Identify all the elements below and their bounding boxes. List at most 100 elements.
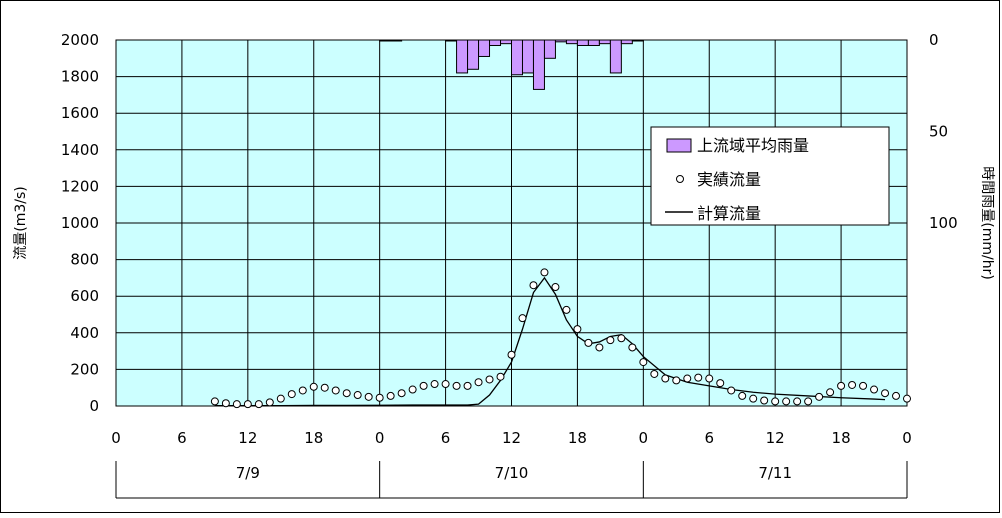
observed-point: [386, 391, 395, 400]
x-tick-label: 6: [441, 429, 451, 447]
observed-point: [364, 392, 373, 401]
observed-point: [342, 389, 351, 398]
left-axis-ticks: 0 200 400 600 800 1000 1200 1400 1600 1800 2000: [61, 31, 99, 415]
observed-point: [573, 325, 582, 334]
observed-point: [584, 338, 593, 347]
rain-bar: [489, 39, 502, 46]
left-tick-label: 600: [70, 287, 99, 305]
left-tick-label: 800: [70, 251, 99, 269]
observed-point: [694, 373, 703, 382]
rain-bar: [532, 39, 545, 90]
observed-point: [738, 391, 747, 400]
observed-point: [782, 397, 791, 406]
observed-flow-points: [210, 268, 911, 409]
rain-bar: [598, 39, 611, 45]
observed-point: [474, 378, 483, 387]
observed-point: [562, 305, 571, 314]
observed-point: [452, 381, 461, 390]
observed-point: [859, 381, 868, 390]
observed-point: [551, 283, 560, 292]
observed-point: [507, 350, 516, 359]
observed-point: [287, 390, 296, 399]
left-tick-label: 200: [70, 360, 99, 378]
observed-point: [210, 397, 219, 406]
observed-point: [683, 374, 692, 383]
observed-point: [463, 381, 472, 390]
rain-bar: [467, 39, 480, 70]
observed-point: [661, 374, 670, 383]
rain-bar: [620, 39, 633, 45]
left-tick-label: 1200: [61, 177, 99, 195]
date-label: 7/11: [758, 464, 792, 482]
observed-point: [276, 394, 285, 403]
x-tick-label: 0: [902, 429, 912, 447]
y-axis-right-title: 時間雨量(mm/hr): [979, 166, 995, 280]
left-tick-label: 0: [89, 397, 99, 415]
rain-bar: [511, 39, 523, 76]
observed-point: [793, 397, 802, 406]
rain-bar: [500, 39, 512, 45]
observed-point: [848, 380, 857, 389]
observed-point: [309, 382, 318, 391]
observed-point: [232, 400, 241, 409]
y-axis-left-title: 流量(m3/s): [13, 186, 29, 259]
rain-bar: [456, 39, 469, 74]
observed-point: [419, 381, 428, 390]
x-tick-label: 0: [375, 429, 385, 447]
rain-bar: [521, 39, 534, 74]
observed-point: [397, 389, 406, 398]
x-tick-label: 18: [832, 429, 851, 447]
observed-point: [639, 358, 648, 367]
right-tick-label: 50: [929, 123, 948, 141]
rain-bar: [543, 39, 556, 59]
observed-point: [749, 394, 758, 403]
x-tick-label: 18: [568, 429, 587, 447]
observed-point: [430, 380, 439, 389]
observed-point: [628, 343, 637, 352]
right-axis-ticks: 0 50 100: [929, 31, 958, 232]
observed-point: [518, 314, 527, 323]
observed-point: [903, 394, 911, 403]
observed-point: [760, 396, 769, 405]
observed-point: [320, 383, 329, 392]
observed-point: [496, 372, 505, 381]
calc-flow-polyline: [214, 276, 886, 407]
observed-point: [353, 391, 362, 400]
observed-point: [881, 389, 890, 398]
left-tick-label: 1000: [61, 214, 99, 232]
observed-point: [265, 398, 274, 407]
left-tick-label: 1600: [61, 104, 99, 122]
x-tick-label: 0: [111, 429, 121, 447]
x-tick-label: 12: [766, 429, 785, 447]
left-tick-label: 1400: [61, 141, 99, 159]
observed-point: [815, 392, 824, 401]
observed-point: [298, 386, 307, 395]
x-tick-label: 18: [304, 429, 323, 447]
rain-bar: [565, 39, 578, 45]
left-tick-label: 2000: [61, 31, 99, 49]
rain-bar: [631, 39, 644, 42]
legend-observed-marker: [676, 175, 684, 183]
observed-point: [837, 381, 846, 390]
left-tick-label: 1800: [61, 68, 99, 86]
observed-point: [375, 393, 384, 402]
observed-point: [485, 375, 494, 384]
calc-flow-line: [214, 276, 886, 407]
x-tick-label: 12: [502, 429, 521, 447]
observed-point: [441, 380, 450, 389]
observed-point: [672, 376, 681, 385]
observed-point: [771, 397, 780, 406]
observed-point: [606, 336, 615, 345]
rain-bar: [379, 39, 392, 42]
right-tick-label: 0: [929, 31, 939, 49]
observed-point: [705, 374, 714, 383]
observed-point: [540, 268, 549, 277]
x-tick-label: 6: [177, 429, 187, 447]
observed-point: [243, 400, 252, 409]
legend-calc-label: 計算流量: [697, 204, 761, 223]
left-tick-label: 400: [70, 324, 99, 342]
observed-point: [826, 388, 835, 397]
rain-bar: [554, 39, 567, 43]
x-tick-label: 12: [238, 429, 257, 447]
